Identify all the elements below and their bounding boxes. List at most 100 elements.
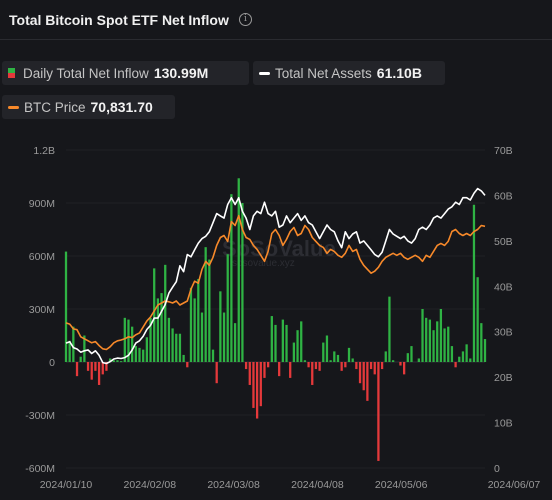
outflow-bar[interactable] [311,362,314,385]
inflow-bar[interactable] [410,346,413,362]
inflow-bar[interactable] [406,353,409,362]
outflow-bar[interactable] [90,362,93,380]
inflow-bar[interactable] [432,330,435,362]
outflow-bar[interactable] [366,362,369,401]
btc-price-line[interactable] [65,214,486,351]
outflow-bar[interactable] [403,362,406,375]
inflow-bar[interactable] [461,351,465,362]
inflow-bar[interactable] [64,251,68,362]
inflow-bar[interactable] [153,268,156,362]
inflow-bar[interactable] [388,296,391,362]
inflow-bar[interactable] [347,347,351,362]
inflow-bar[interactable] [421,309,424,362]
inflow-bar[interactable] [112,360,115,362]
inflow-bar[interactable] [384,351,387,362]
inflow-bar[interactable] [178,333,182,362]
inflow-bar[interactable] [156,298,160,362]
inflow-bar[interactable] [325,335,329,363]
inflow-bar[interactable] [436,321,439,362]
outflow-bar[interactable] [358,362,362,384]
inflow-bar[interactable] [425,317,428,362]
outflow-bar[interactable] [340,362,343,371]
inflow-bar[interactable] [138,347,141,362]
outflow-bar[interactable] [263,362,266,378]
inflow-bar[interactable] [439,309,443,362]
outflow-bar[interactable] [289,362,292,378]
inflow-bar[interactable] [469,358,472,362]
inflow-bar[interactable] [123,317,126,362]
outflow-bar[interactable] [380,362,384,370]
outflow-bar[interactable] [369,362,373,370]
inflow-bar[interactable] [175,333,178,362]
outflow-bar[interactable] [362,362,365,391]
inflow-bar[interactable] [336,354,340,362]
inflow-bar[interactable] [270,316,273,362]
outflow-bar[interactable] [344,362,347,368]
outflow-bar[interactable] [101,362,104,375]
inflow-bar[interactable] [127,319,130,362]
inflow-bar[interactable] [296,330,299,362]
inflow-bar[interactable] [292,342,296,362]
outflow-bar[interactable] [86,362,90,371]
inflow-bar[interactable] [182,354,185,362]
inflow-bar[interactable] [79,356,82,362]
outflow-bar[interactable] [75,362,79,377]
outflow-bar[interactable] [105,362,108,371]
inflow-bar[interactable] [68,340,71,362]
inflow-bar[interactable] [300,321,303,362]
inflow-bar[interactable] [241,203,244,362]
inflow-bar[interactable] [171,328,174,362]
inflow-bar[interactable] [447,326,450,362]
inflow-bar[interactable] [200,312,204,362]
inflow-bar[interactable] [145,337,148,362]
inflow-bar[interactable] [443,328,446,362]
outflow-bar[interactable] [255,362,259,419]
inflow-bar[interactable] [472,204,476,362]
inflow-bar[interactable] [351,358,354,362]
inflow-bar[interactable] [237,178,240,362]
inflow-bar[interactable] [458,356,461,362]
inflow-bar[interactable] [391,360,395,362]
legend-total-assets[interactable]: Total Net Assets 61.10B [253,61,445,85]
info-icon[interactable]: i [239,13,252,26]
inflow-bar[interactable] [131,326,134,362]
inflow-bar[interactable] [83,335,86,363]
inflow-bar[interactable] [281,319,284,362]
outflow-bar[interactable] [454,362,457,368]
inflow-bar[interactable] [164,264,167,362]
outflow-bar[interactable] [267,362,270,368]
outflow-bar[interactable] [318,362,321,371]
inflow-bar[interactable] [285,324,288,362]
inflow-bar[interactable] [428,319,432,362]
inflow-bar[interactable] [333,351,336,362]
inflow-bar[interactable] [208,259,211,362]
outflow-bar[interactable] [377,362,380,461]
outflow-bar[interactable] [215,362,218,384]
outflow-bar[interactable] [307,362,310,368]
outflow-bar[interactable] [244,362,248,370]
inflow-bar[interactable] [119,361,123,363]
inflow-bar[interactable] [193,298,196,362]
inflow-bar[interactable] [480,323,483,362]
inflow-bar[interactable] [142,349,145,362]
inflow-bar[interactable] [274,324,277,362]
outflow-bar[interactable] [186,362,189,368]
outflow-bar[interactable] [314,362,318,370]
inflow-bar[interactable] [465,344,468,362]
inflow-bar[interactable] [230,194,233,362]
inflow-bar[interactable] [204,247,207,362]
inflow-bar[interactable] [108,358,112,362]
outflow-bar[interactable] [355,362,358,370]
inflow-bar[interactable] [160,293,163,362]
inflow-bar[interactable] [303,360,307,362]
legend-daily-inflow[interactable]: Daily Total Net Inflow 130.99M [2,61,249,85]
inflow-bar[interactable] [322,342,325,362]
inflow-bar[interactable] [211,349,215,362]
outflow-bar[interactable] [373,362,376,375]
outflow-bar[interactable] [252,362,255,408]
total-net-assets-line[interactable] [65,187,486,365]
inflow-bar[interactable] [189,287,193,362]
inflow-bar[interactable] [197,278,200,362]
inflow-bar[interactable] [72,326,75,362]
